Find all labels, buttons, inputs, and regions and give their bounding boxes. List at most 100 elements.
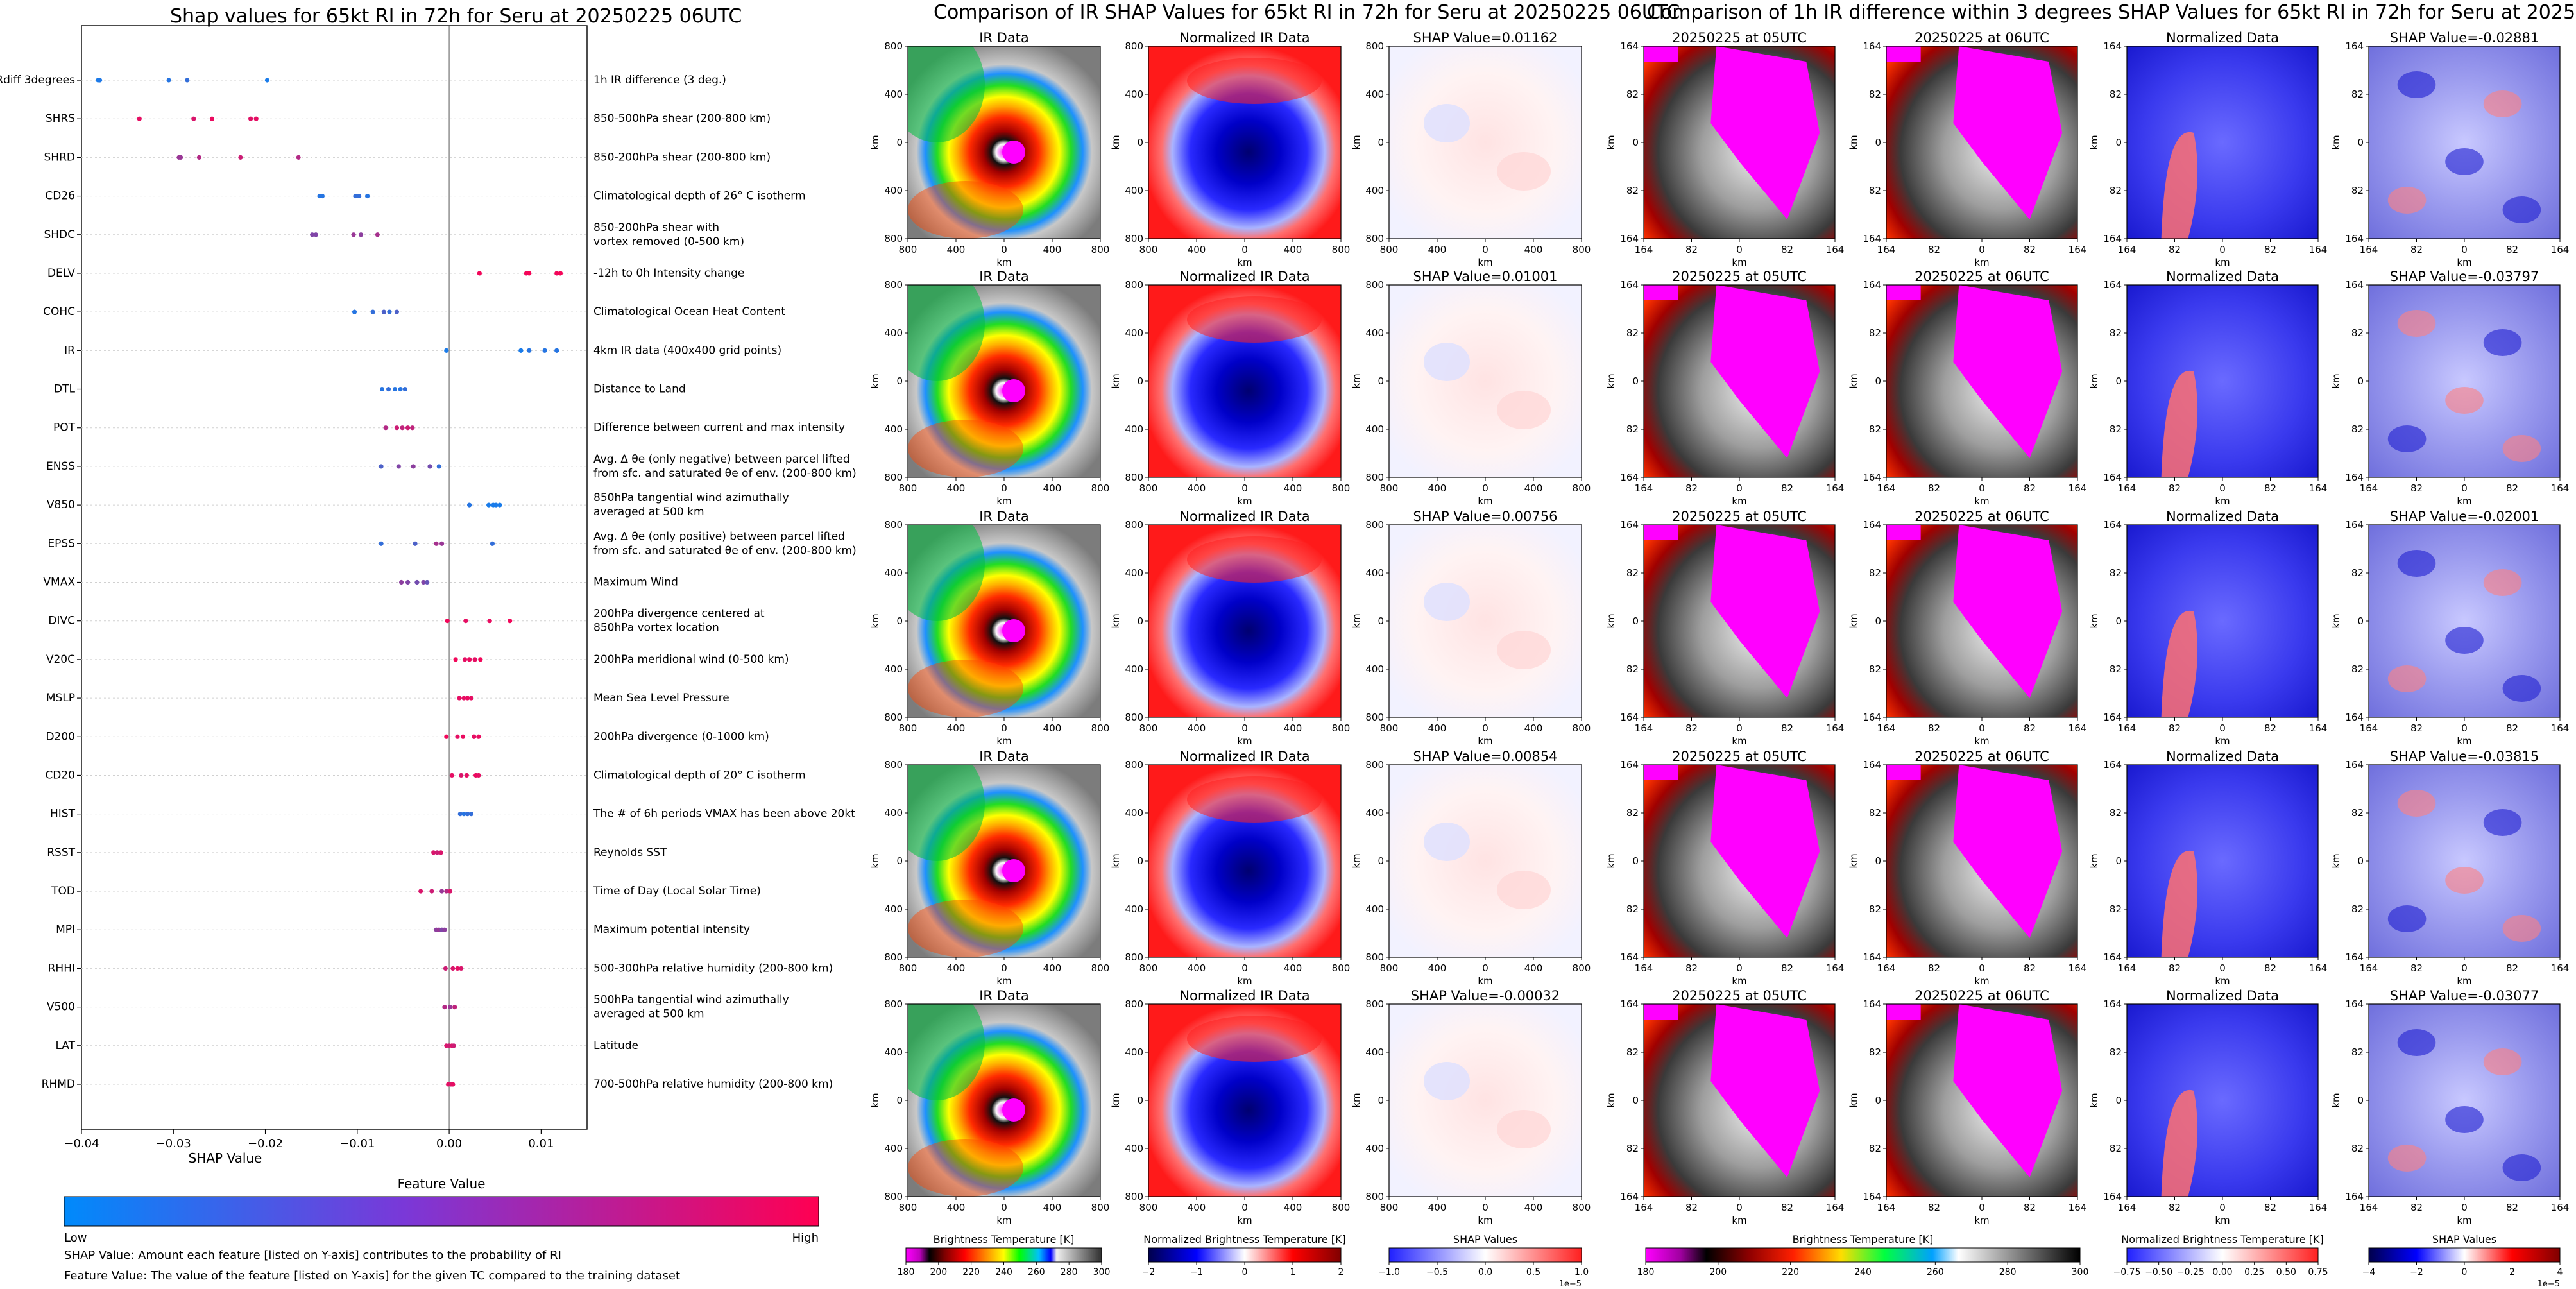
panel-image	[1644, 1004, 1835, 1197]
panel-image	[1644, 765, 1835, 957]
normalized-diff-field	[2127, 46, 2318, 239]
cold-cloud-region	[1710, 1004, 1820, 1177]
panel-x-tick-label: 82	[2169, 1202, 2181, 1213]
storm-core	[1002, 1098, 1025, 1122]
panel-x-tick-label: 400	[1284, 722, 1302, 734]
panel-x-label: km	[1732, 975, 1746, 987]
panel-title: SHAP Value=0.01162	[1413, 30, 1558, 46]
panel-y-tick-label: 800	[1125, 712, 1143, 723]
shap-point	[554, 271, 559, 276]
shap-point	[460, 734, 466, 739]
shap-point	[386, 386, 391, 392]
panel-y-tick-label: 82	[1869, 89, 1881, 100]
panel-y-tick-label: 0	[1875, 1095, 1881, 1106]
normalized-diff-field	[2127, 1004, 2318, 1197]
shap-patch	[1424, 104, 1470, 142]
panel-y-tick-label: 164	[2345, 233, 2364, 244]
panel-y-tick-label: 164	[2345, 519, 2364, 531]
panel-y-tick-label: 400	[884, 1143, 903, 1154]
panel-x-label: km	[2215, 1215, 2230, 1226]
panel-image	[2127, 525, 2318, 717]
panel-x-label: km	[1237, 1215, 1252, 1226]
panel-y-label: km	[1110, 135, 1122, 149]
shap-field	[1389, 46, 1582, 239]
panel-y-tick-label: 164	[2103, 233, 2122, 244]
panel-y-tick-label: 800	[1365, 712, 1384, 723]
panel-x-tick-label: 400	[1524, 962, 1543, 974]
diff-shap-patch	[2397, 1029, 2436, 1056]
panel-y-label: km	[1110, 1093, 1122, 1107]
shap-point	[465, 812, 470, 817]
cold-cloud-corner	[1644, 525, 1678, 540]
panel-x-tick-label: 400	[1043, 722, 1062, 734]
panel-y-tick-label: 82	[2110, 903, 2122, 915]
shap-point	[459, 773, 464, 778]
panel-x-tick-label: 82	[2024, 244, 2036, 255]
shap-point	[444, 889, 449, 894]
colorbar-tick-label: 0.0	[1478, 1267, 1492, 1277]
shap-point	[457, 696, 462, 701]
panel-y-tick-label: 164	[1863, 998, 1881, 1010]
panel-x-tick-label: 0	[2461, 722, 2468, 734]
warm-tongue	[2161, 132, 2198, 239]
panel-y-label: km	[1848, 613, 1859, 628]
shap-point	[477, 271, 482, 276]
panel-x-tick-label: 800	[1573, 482, 1591, 494]
panel-x-tick-label: 82	[2410, 482, 2423, 494]
warm-tongue	[2161, 1089, 2198, 1197]
panel-y-tick-label: 0	[1378, 855, 1384, 867]
colorbar	[1148, 1247, 1342, 1263]
shap-point	[358, 232, 364, 237]
panel-x-tick-label: 0	[1241, 1202, 1248, 1213]
shap-point	[442, 1005, 447, 1010]
panel-image	[1644, 285, 1835, 477]
panel-x-tick-label: 0	[2219, 482, 2226, 494]
panel-y-tick-label: 400	[1125, 903, 1143, 915]
panel-x-tick-label: 800	[899, 722, 917, 734]
panel-x-tick-label: 164	[1635, 482, 1653, 494]
panel-y-tick-label: 164	[1620, 519, 1639, 531]
shap-point	[436, 464, 441, 469]
panel-y-tick-label: 0	[1378, 137, 1384, 148]
shap-title: Shap values for 65kt RI in 72h for Seru …	[170, 5, 742, 28]
x-tick-label: 0.01	[528, 1137, 554, 1150]
normalized-diff-field	[2127, 285, 2318, 477]
panel-y-tick-label: 164	[2103, 40, 2122, 52]
panel-x-tick-label: 164	[2360, 962, 2378, 974]
panel-y-tick-label: 164	[1620, 952, 1639, 963]
cold-cloud-region	[1710, 765, 1820, 938]
panel-x-label: km	[1237, 975, 1252, 987]
panel-x-tick-label: 400	[1524, 722, 1543, 734]
feature-description-label: 4km IR data (400x400 grid points)	[593, 344, 781, 357]
colorbar-tick-label: 0	[2462, 1267, 2468, 1277]
panel-x-label: km	[1478, 735, 1492, 747]
feature-code-label: DIVC	[48, 615, 75, 627]
colorbar-tick-label: 0.00	[2212, 1267, 2232, 1277]
panel-x-label: km	[1478, 257, 1492, 268]
shap-point	[450, 966, 456, 971]
panel-y-label: km	[1110, 373, 1122, 388]
feature-code-label: V500	[47, 1001, 75, 1014]
panel-x-label: km	[1237, 735, 1252, 747]
panel-x-tick-label: 164	[1635, 1202, 1653, 1213]
panel-y-tick-label: 82	[1869, 327, 1881, 339]
panel-x-tick-label: 82	[1685, 482, 1698, 494]
panel-y-tick-label: 82	[1626, 185, 1639, 196]
colorbar-tick-label: 280	[1061, 1267, 1078, 1277]
panel-y-tick-label: 0	[1378, 1095, 1384, 1106]
panel-y-tick-label: 800	[1365, 472, 1384, 483]
panel-x-tick-label: 82	[2506, 1202, 2518, 1213]
shap-point	[467, 502, 472, 508]
panel-x-tick-label: 164	[2551, 1202, 2570, 1213]
panel-y-tick-label: 400	[884, 903, 903, 915]
panel-y-tick-label: 164	[2103, 279, 2122, 291]
panel-image	[2127, 765, 2318, 957]
panel-x-label: km	[1974, 257, 1989, 268]
panel-x-tick-label: 0	[1241, 482, 1248, 494]
panel-x-tick-label: 0	[1482, 722, 1488, 734]
colorbar-high-label: High	[792, 1231, 819, 1245]
panel-x-tick-label: 800	[899, 962, 917, 974]
cold-cloud-corner	[1644, 46, 1678, 62]
panel-x-tick-label: 0	[1482, 244, 1488, 255]
cloud-band	[908, 46, 985, 142]
